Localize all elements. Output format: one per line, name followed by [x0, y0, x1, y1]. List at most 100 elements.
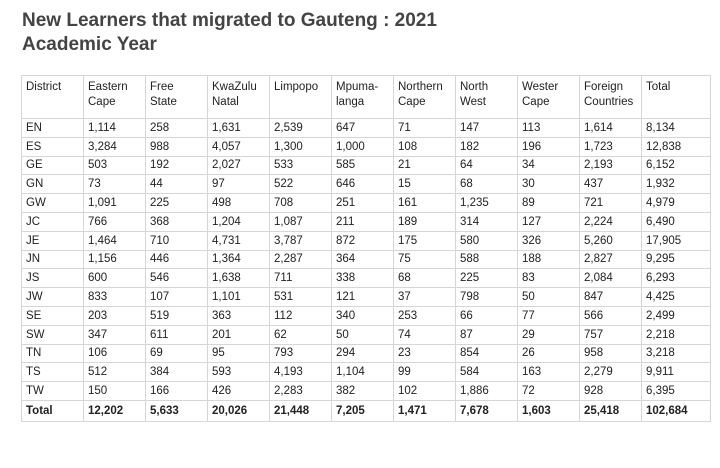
total-cell: 20,026: [207, 399, 270, 422]
table-cell: 147: [455, 118, 518, 138]
table-cell: 15: [393, 174, 456, 195]
total-cell: 7,678: [455, 399, 518, 422]
table-cell: 6,152: [641, 155, 711, 176]
table-cell: 203: [83, 305, 146, 326]
table-cell: 1,156: [83, 249, 146, 270]
total-cell: 21,448: [269, 399, 332, 422]
column-header: Mpuma-langa: [331, 75, 394, 119]
table-cell: 5,260: [579, 230, 642, 251]
table-cell: 26: [517, 343, 580, 364]
table-cell: 3,284: [83, 136, 146, 157]
district-cell: SW: [21, 324, 84, 345]
table-cell: 102: [393, 381, 456, 401]
table-cell: 600: [83, 268, 146, 289]
table-cell: 1,114: [83, 118, 146, 138]
table-cell: 44: [145, 174, 208, 195]
table-cell: 847: [579, 287, 642, 307]
district-cell: GW: [21, 193, 84, 213]
table-cell: 71: [393, 118, 456, 138]
table-cell: 1,631: [207, 118, 270, 138]
table-cell: 338: [331, 268, 394, 289]
table-cell: 68: [455, 174, 518, 195]
total-cell: 12,202: [83, 399, 146, 422]
table-cell: 1,723: [579, 136, 642, 157]
total-cell: 25,418: [579, 399, 642, 422]
table-cell: 150: [83, 381, 146, 401]
table-cell: 251: [331, 193, 394, 213]
table-cell: 17,905: [641, 230, 711, 251]
table-cell: 721: [579, 193, 642, 213]
table-cell: 6,395: [641, 381, 711, 401]
table-cell: 87: [455, 324, 518, 345]
table-cell: 166: [145, 381, 208, 401]
district-cell: ES: [21, 136, 84, 157]
table-cell: 384: [145, 362, 208, 383]
total-cell: 7,205: [331, 399, 394, 422]
table-cell: 6,293: [641, 268, 711, 289]
table-cell: 74: [393, 324, 456, 345]
table-header-row: District Eastern Cape Free State KwaZulu Na…: [21, 75, 711, 119]
table-cell: 519: [145, 305, 208, 326]
table-cell: 9,295: [641, 249, 711, 270]
column-header: Limpopo: [269, 75, 332, 119]
total-label: Total: [21, 399, 84, 422]
table-cell: 611: [145, 324, 208, 345]
page-title: New Learners that migrated to Gauteng : …: [22, 9, 622, 57]
table-cell: 593: [207, 362, 270, 383]
table-cell: 340: [331, 305, 394, 326]
table-cell: 833: [83, 287, 146, 307]
table-row: JW 833 107 1,101 531 121 37 798 50 847 4,425: [21, 287, 711, 307]
table-cell: 647: [331, 118, 394, 138]
table-cell: 766: [83, 211, 146, 232]
table-cell: 225: [145, 193, 208, 213]
table-cell: 793: [269, 343, 332, 364]
table-cell: 2,279: [579, 362, 642, 383]
table-cell: 314: [455, 211, 518, 232]
table-cell: 347: [83, 324, 146, 345]
table-cell: 211: [331, 211, 394, 232]
district-cell: EN: [21, 118, 84, 138]
table-cell: 446: [145, 249, 208, 270]
table-cell: 2,224: [579, 211, 642, 232]
total-row: Total 12,202 5,633 20,026 21,448 7,205 1,471 7,…: [21, 399, 711, 422]
table-cell: 4,425: [641, 287, 711, 307]
district-cell: JN: [21, 249, 84, 270]
table-cell: 83: [517, 268, 580, 289]
column-header: District: [21, 75, 84, 119]
table-cell: 2,084: [579, 268, 642, 289]
table-row: ES 3,284 988 4,057 1,300 1,000 108 182 196 1,723 1…: [21, 136, 711, 157]
table-cell: 512: [83, 362, 146, 383]
page-title-line-1: New Learners that migrated to Gauteng : …: [22, 10, 437, 31]
table-cell: 21: [393, 155, 456, 176]
column-header: North West: [455, 75, 518, 119]
district-cell: TW: [21, 381, 84, 401]
table-cell: 68: [393, 268, 456, 289]
table-cell: 566: [579, 305, 642, 326]
table-cell: 258: [145, 118, 208, 138]
table-cell: 1,364: [207, 249, 270, 270]
table-cell: 113: [517, 118, 580, 138]
column-header: Wester Cape: [517, 75, 580, 119]
table-cell: 522: [269, 174, 332, 195]
column-header: Northern Cape: [393, 75, 456, 119]
district-cell: TS: [21, 362, 84, 383]
table-cell: 66: [455, 305, 518, 326]
table-cell: 2,027: [207, 155, 270, 176]
table-row: EN 1,114 258 1,631 2,539 647 71 147 113 1,614 8,13…: [21, 118, 711, 138]
table-cell: 112: [269, 305, 332, 326]
table-row: JS 600 546 1,638 711 338 68 225 83 2,084 6,293: [21, 268, 711, 289]
table-cell: 2,499: [641, 305, 711, 326]
table-cell: 584: [455, 362, 518, 383]
district-cell: JC: [21, 211, 84, 232]
table-cell: 3,787: [269, 230, 332, 251]
table-cell: 188: [517, 249, 580, 270]
table-cell: 498: [207, 193, 270, 213]
table-cell: 182: [455, 136, 518, 157]
table-cell: 1,614: [579, 118, 642, 138]
table-cell: 710: [145, 230, 208, 251]
table-cell: 37: [393, 287, 456, 307]
table-cell: 23: [393, 343, 456, 364]
table-cell: 1,932: [641, 174, 711, 195]
table-cell: 69: [145, 343, 208, 364]
table-cell: 189: [393, 211, 456, 232]
